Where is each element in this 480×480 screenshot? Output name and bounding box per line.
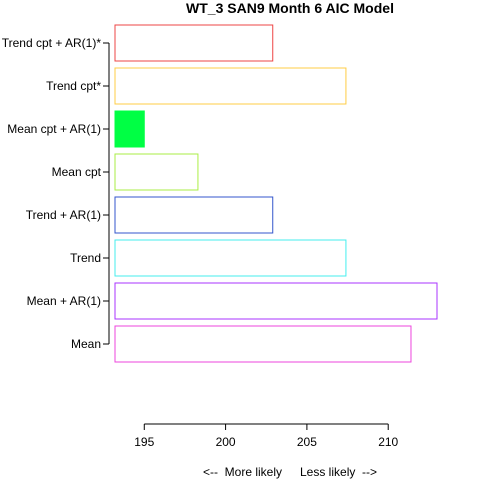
bar (114, 24, 274, 62)
bar (114, 325, 412, 363)
bar (114, 282, 438, 320)
x-tick-label: 210 (378, 435, 398, 449)
x-tick-label: 200 (216, 435, 236, 449)
category-label: Mean + AR(1) (27, 294, 101, 308)
category-label: Trend cpt* (46, 79, 101, 93)
x-axis: 195 200 205 210 (134, 423, 399, 449)
bar (114, 196, 274, 234)
less-likely-label: Less likely --> (300, 465, 377, 479)
category-label: Mean (71, 337, 101, 351)
x-tick-label: 195 (134, 435, 154, 449)
bar (114, 67, 347, 105)
category-label: Trend (70, 251, 101, 265)
category-label: Mean cpt (52, 165, 102, 179)
category-label: Trend cpt + AR(1)* (2, 36, 102, 50)
chart-title: WT_3 SAN9 Month 6 AIC Model (186, 0, 394, 16)
bar (114, 239, 347, 277)
category-labels: Trend cpt + AR(1)* Trend cpt* Mean cpt + A… (2, 36, 110, 351)
bars-layer (114, 24, 438, 363)
bar (114, 110, 145, 148)
bar (114, 153, 199, 191)
x-tick-label: 205 (297, 435, 317, 449)
category-label: Mean cpt + AR(1) (7, 122, 101, 136)
more-likely-label: <-- More likely (203, 465, 282, 479)
category-label: Trend + AR(1) (26, 208, 101, 222)
